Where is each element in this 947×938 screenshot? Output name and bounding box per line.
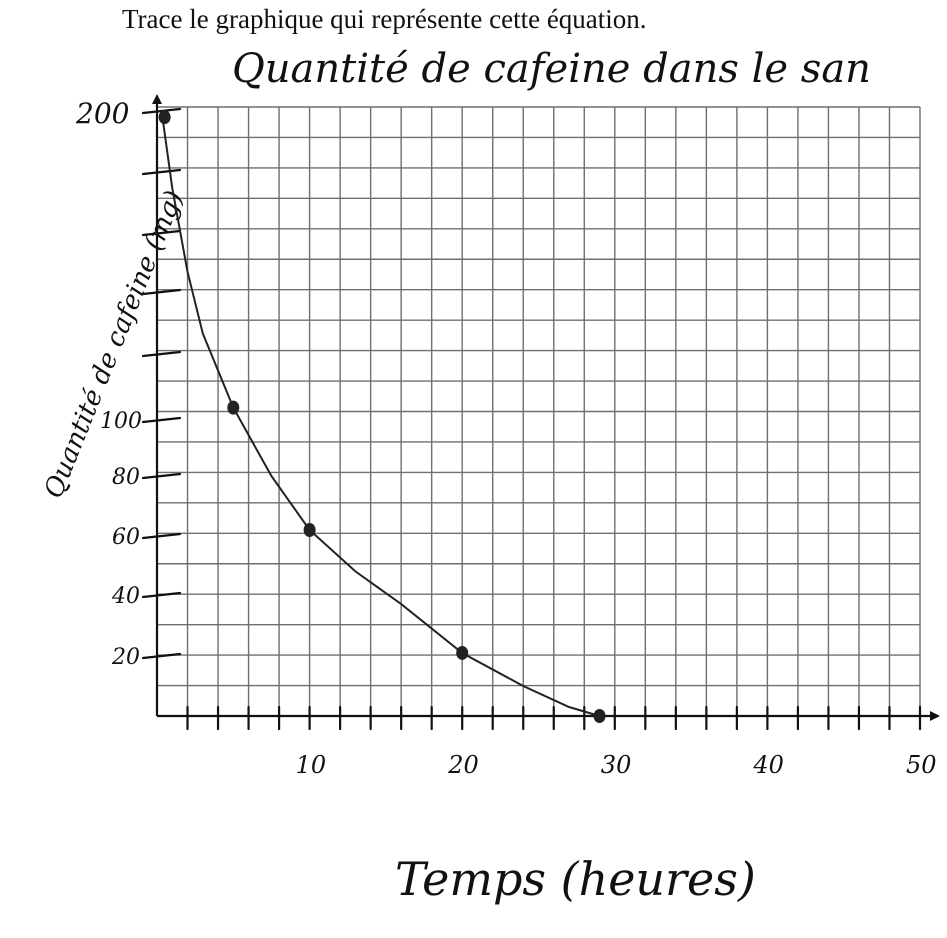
chart-title: Quantité de cafeine dans le san: [232, 46, 871, 92]
y-tick-label: 80: [112, 465, 140, 490]
y-tick-label: 20: [111, 645, 140, 670]
y-tick-mark: [141, 350, 182, 358]
data-point: [593, 709, 606, 723]
data-point: [158, 110, 171, 125]
chart-grid: [156, 106, 921, 717]
y-tick-mark: [141, 107, 182, 115]
x-tick-label: 40: [752, 751, 784, 779]
x-tick-label: 10: [296, 751, 327, 779]
y-tick-mark: [141, 168, 182, 176]
y-tick-label: 60: [112, 525, 140, 550]
y-tick-label: 40: [111, 584, 140, 609]
y-tick-mark: [141, 472, 182, 480]
y-tick-label: 200: [75, 97, 129, 130]
tick-labels: 10 20 30 40 50 20 40 60 80 100 200: [75, 97, 937, 779]
data-point: [456, 645, 469, 660]
x-tick-label: 50: [906, 751, 937, 779]
y-axis-label: Quantité de cafeine (mg): [39, 186, 190, 502]
data-point: [227, 400, 240, 415]
y-tick-label: 100: [100, 409, 142, 434]
y-tick-mark: [141, 288, 182, 296]
x-axis-label: Temps (heures): [395, 852, 756, 906]
y-tick-mark: [141, 652, 182, 660]
y-tick-mark: [141, 416, 182, 424]
instruction-text: Trace le graphique qui représente cette …: [122, 4, 647, 34]
x-tick-label: 20: [447, 751, 479, 779]
x-axis-arrow: [930, 711, 940, 721]
y-tick-mark: [141, 591, 182, 599]
x-tick-label: 30: [601, 751, 632, 779]
y-tick-mark: [141, 229, 182, 237]
chart-axes: [152, 94, 940, 721]
y-tick-mark: [141, 532, 182, 540]
y-axis-arrow: [152, 94, 162, 104]
chart-ticks: [141, 107, 922, 731]
series-caffeine: [158, 110, 606, 723]
data-point: [303, 523, 316, 537]
